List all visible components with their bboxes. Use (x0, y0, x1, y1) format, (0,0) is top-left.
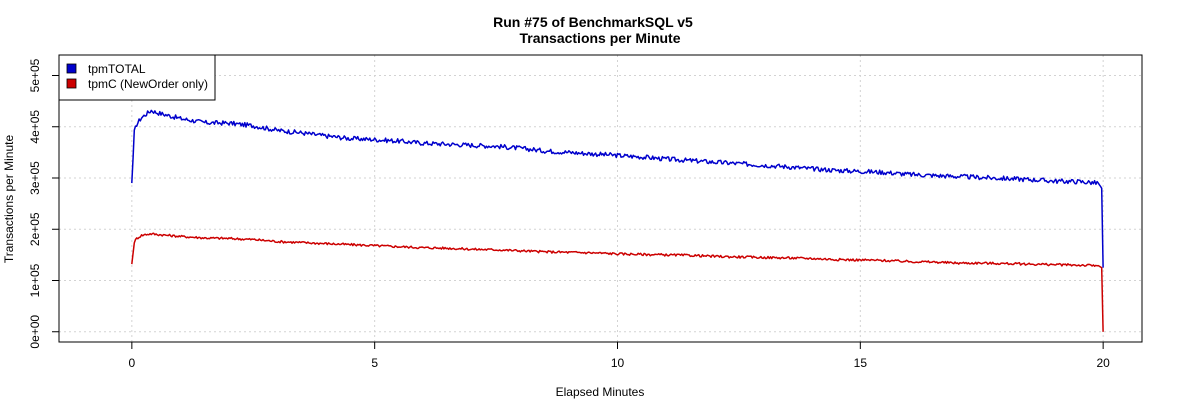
y-tick-label: 1e+05 (28, 263, 42, 297)
y-axis-label: Transactions per Minute (2, 135, 16, 264)
x-axis-label: Elapsed Minutes (556, 385, 645, 399)
y-tick-label: 0e+00 (28, 315, 42, 349)
legend-swatch (66, 63, 77, 74)
x-tick-label: 20 (1096, 356, 1110, 370)
y-tick-label: 2e+05 (28, 212, 42, 246)
chart-title: Run #75 of BenchmarkSQL v5 (493, 14, 693, 30)
x-axis: 0 5 10 15 20 (129, 342, 1110, 370)
legend-box (58, 54, 216, 101)
grid-lines (59, 55, 1142, 342)
x-tick-label: 15 (854, 356, 868, 370)
legend-swatch (66, 78, 77, 89)
series-line-tpmc (131, 232, 1104, 332)
x-tick-label: 5 (371, 356, 378, 370)
x-tick-label: 10 (611, 356, 625, 370)
x-tick-label: 0 (129, 356, 136, 370)
y-tick-label: 3e+05 (28, 161, 42, 195)
legend-label: tpmC (NewOrder only) (88, 77, 208, 91)
y-tick-label: 5e+05 (28, 58, 42, 92)
legend-label: tpmTOTAL (88, 62, 146, 76)
series-lines (131, 109, 1104, 332)
series-line-tpmtotal (131, 109, 1104, 268)
plot-frame (58, 54, 1143, 343)
y-axis: 0e+00 1e+05 2e+05 3e+05 4e+05 5e+05 (28, 58, 59, 349)
chart-subtitle: Transactions per Minute (519, 30, 680, 46)
y-tick-label: 4e+05 (28, 110, 42, 144)
